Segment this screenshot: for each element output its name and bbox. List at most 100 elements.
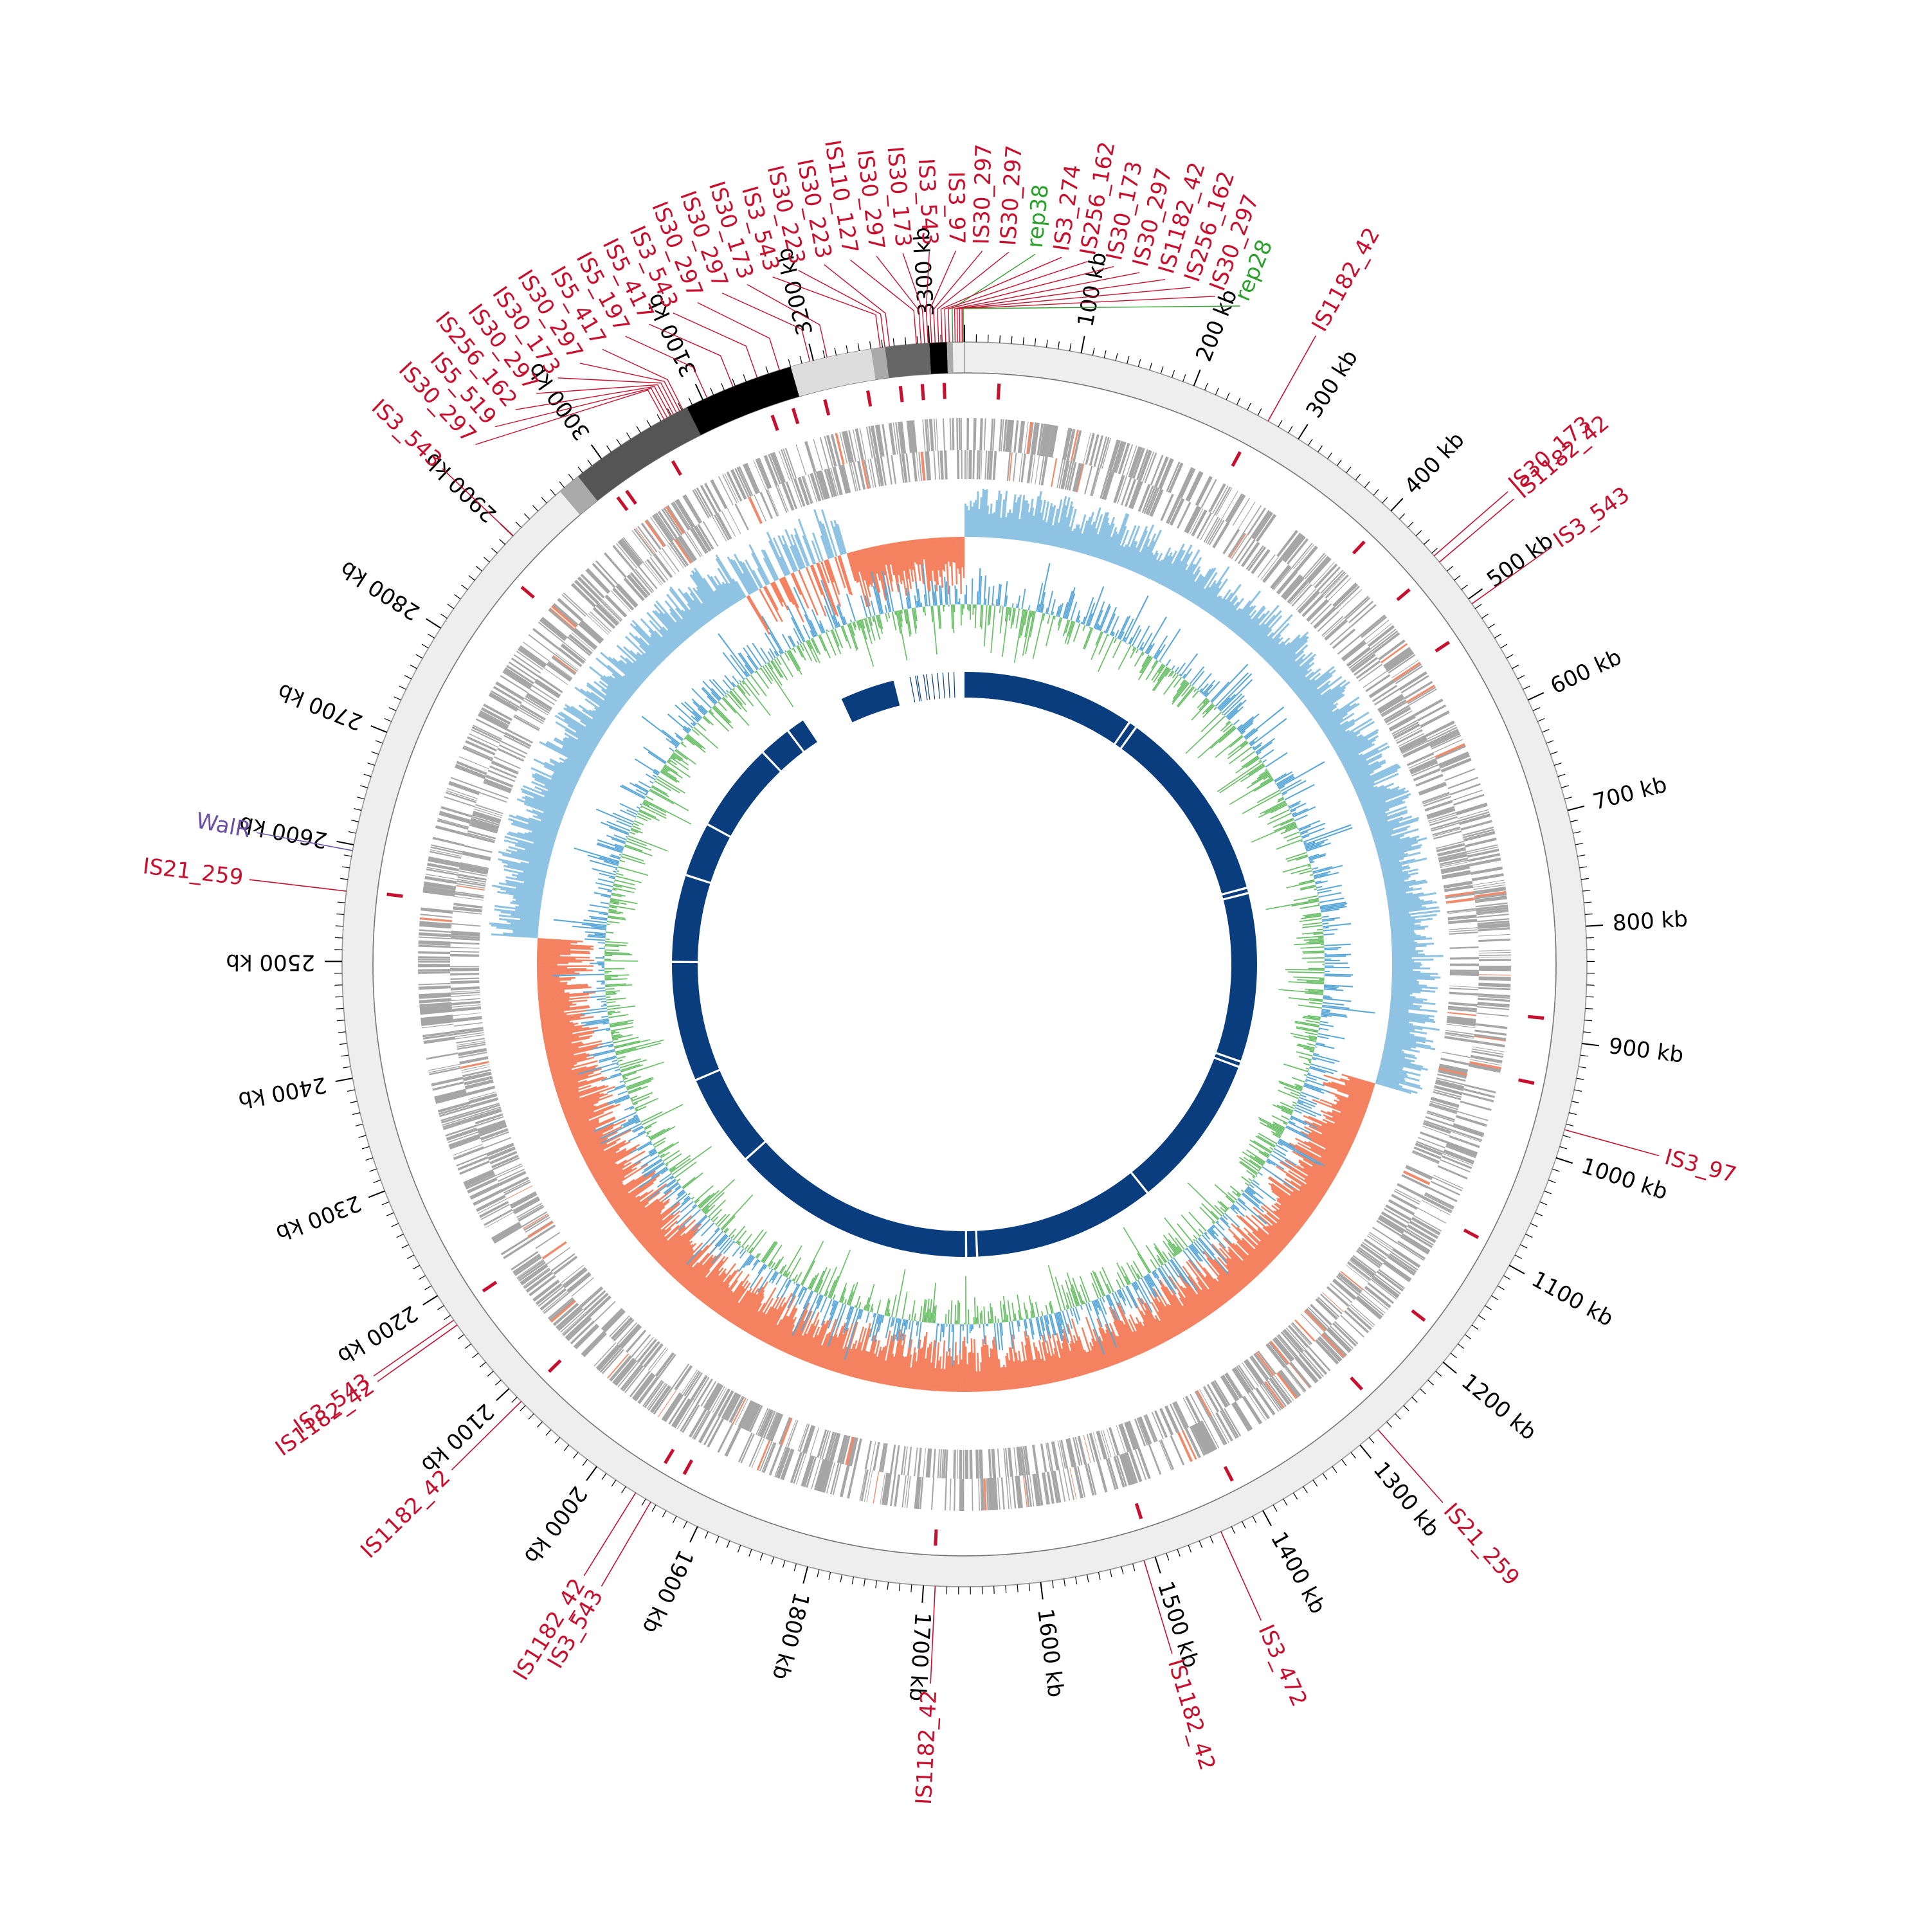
gc-content-bar: [604, 949, 619, 951]
gene-stripe: [978, 1479, 980, 1511]
gene-stripe: [1349, 1259, 1372, 1277]
gc-content-bar: [654, 782, 655, 783]
gc-content-bar: [1249, 737, 1258, 745]
gc-content-bar: [635, 784, 649, 792]
gc-content-bar: [1014, 609, 1024, 663]
gene-stripe: [681, 1369, 698, 1394]
data-rings: [386, 383, 1544, 1546]
gc-content-bar: [1293, 977, 1325, 979]
gc-content-bar: [1312, 867, 1318, 871]
gene-stripe: [551, 604, 577, 627]
gc-content-bar: [739, 680, 741, 683]
gc-content-bar: [618, 1090, 628, 1095]
gc-content-bar: [995, 1316, 997, 1323]
gc-content-bar: [976, 1317, 977, 1324]
gc-content-bar: [1310, 874, 1314, 876]
gc-content-bar: [601, 1005, 607, 1007]
gene-stripe: [1452, 790, 1483, 800]
gene-stripe: [1257, 554, 1275, 578]
gc-content-bar: [1114, 638, 1117, 644]
gene-stripe: [766, 489, 779, 517]
gc-content-bar: [602, 967, 604, 968]
gc-content-bar: [1256, 790, 1280, 803]
gene-stripe: [979, 418, 983, 450]
gc-content-bar: [1287, 805, 1289, 806]
gc-content-bar: [850, 619, 852, 622]
gene-stripe: [1479, 957, 1511, 958]
gc-content-bar: [595, 957, 604, 959]
gc-content-bar: [747, 1229, 764, 1251]
gc-content-bar: [829, 630, 831, 631]
gc-content-bar: [1083, 627, 1092, 649]
gene-stripe: [952, 418, 954, 450]
gc-content-bar: [876, 1299, 881, 1314]
gc-content-bar: [604, 974, 629, 976]
gene-stripe: [433, 837, 464, 847]
gc-content-bar: [1306, 1078, 1307, 1079]
gc-content-bar: [945, 1314, 947, 1324]
gc-content-bar: [617, 870, 619, 872]
gc-content-bar: [1325, 967, 1350, 968]
gc-content-bar: [1323, 929, 1337, 932]
gc-content-bar: [646, 773, 656, 780]
gene-stripe: [954, 1450, 956, 1479]
gc-content-bar: [909, 1321, 911, 1330]
gc-content-bar: [648, 752, 666, 764]
gene-stripe: [944, 450, 948, 479]
gene-stripe: [418, 956, 450, 959]
gc-content-bar: [887, 613, 890, 618]
gc-content-bar: [598, 878, 614, 883]
gc-content-bar: [606, 923, 610, 925]
gc-content-bar: [670, 1158, 691, 1173]
gene-stripe: [981, 450, 983, 479]
gc-content-bar: [1125, 642, 1127, 644]
gc-content-bar: [642, 1104, 683, 1125]
gc-content-bar: [1262, 759, 1267, 763]
gc-content-bar: [793, 1282, 795, 1284]
gene-stripe: [464, 845, 492, 853]
gene-stripe: [777, 485, 789, 512]
gene-stripe: [977, 450, 979, 479]
gc-content-bar: [619, 854, 622, 856]
gene-stripe: [453, 1013, 482, 1016]
gc-content-bar: [640, 807, 642, 808]
gc-content-bar: [620, 1080, 624, 1083]
gc-content-bar: [760, 647, 770, 662]
gc-content-bar: [1063, 1310, 1064, 1311]
gc-content-bar: [615, 869, 617, 871]
gene-stripe: [1478, 987, 1510, 990]
gc-content-bar: [1011, 1303, 1015, 1321]
gene-stripe: [1090, 467, 1100, 496]
gc-content-bar: [965, 1276, 966, 1324]
gc-content-bar: [682, 1172, 703, 1189]
gc-content-bar: [714, 705, 731, 723]
gc-content-bar: [1012, 603, 1014, 608]
is-mark: [1231, 451, 1242, 467]
gene-stripe: [1337, 635, 1361, 655]
gc-content-bar: [804, 614, 815, 637]
gc-content-bar: [1265, 752, 1288, 768]
gc-content-bar: [1306, 1068, 1309, 1070]
gc-content-bar: [554, 919, 606, 926]
gene-stripe: [1419, 784, 1447, 795]
gene-stripe: [1231, 1402, 1251, 1431]
gene-stripe: [419, 983, 451, 986]
gc-content-bar: [1292, 1104, 1296, 1106]
gene-stripe: [1449, 992, 1478, 996]
gc-content-bar: [1193, 689, 1197, 692]
gc-content-bar: [1298, 820, 1320, 830]
gene-stripe: [655, 1352, 675, 1377]
gene-stripe: [1148, 1444, 1161, 1475]
gc-content-bar: [721, 1216, 736, 1231]
gc-content-bar: [1325, 971, 1330, 972]
gene-stripe: [917, 1448, 921, 1477]
gc-content-bar: [846, 593, 856, 621]
gene-stripe: [472, 727, 502, 742]
gene-stripe: [1346, 597, 1371, 620]
gc-content-bar: [599, 948, 604, 949]
gene-stripe: [633, 528, 654, 555]
gene-stripe: [619, 539, 641, 566]
gene-stripe: [1460, 1101, 1492, 1111]
gc-content-bar: [604, 1004, 607, 1005]
